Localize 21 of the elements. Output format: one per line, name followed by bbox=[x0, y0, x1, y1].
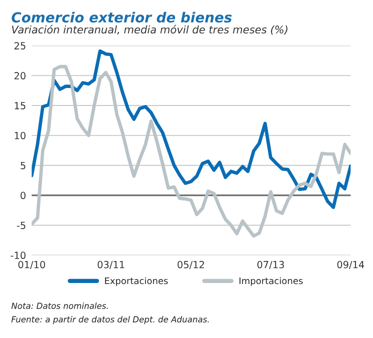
x-tick-label: 09/14 bbox=[337, 260, 364, 270]
y-tick-label: 10 bbox=[14, 132, 26, 140]
y-tick-label: -10 bbox=[10, 252, 26, 260]
y-tick-label: 15 bbox=[14, 102, 26, 110]
legend-label: Exportaciones bbox=[105, 277, 168, 286]
x-tick-label: 03/11 bbox=[98, 260, 124, 270]
x-tick-label: 07/13 bbox=[257, 260, 284, 270]
line-series bbox=[32, 49, 351, 209]
x-tick-label: 01/10 bbox=[18, 260, 46, 270]
y-tick-label: 5 bbox=[20, 162, 26, 170]
chart-subtitle: Variación interanual, media móvil de tres meses (%) bbox=[12, 24, 288, 35]
legend-label: Importaciones bbox=[240, 277, 303, 286]
x-tick-label: 05/12 bbox=[178, 260, 204, 270]
source-note: Fuente: a partir de datos del Dept. de Aduanas. bbox=[11, 316, 209, 324]
y-tick-label: 20 bbox=[14, 72, 26, 80]
chart-title: Comercio exterior de bienes bbox=[12, 12, 232, 23]
y-tick-label: -5 bbox=[16, 222, 26, 230]
text: Nota: Datos nominales. bbox=[11, 302, 108, 309]
line-series bbox=[32, 64, 351, 238]
y-tick-label: 25 bbox=[14, 42, 26, 50]
y-tick-label: 0 bbox=[20, 192, 26, 200]
